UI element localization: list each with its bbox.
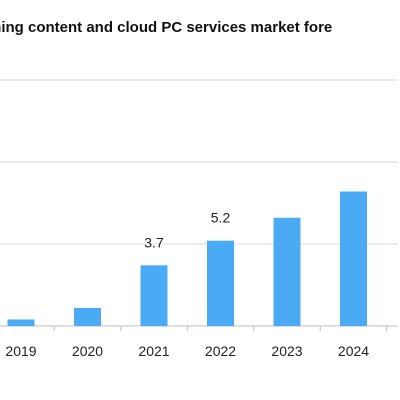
bars xyxy=(7,191,367,326)
x-tick-label: 2024 xyxy=(338,343,369,359)
bar-2020 xyxy=(74,307,101,326)
chart-title: ming content and cloud PC services marke… xyxy=(0,19,332,36)
x-tick-label: 2019 xyxy=(5,343,36,359)
data-label-2022: 5.2 xyxy=(211,210,231,226)
bar-2019 xyxy=(7,319,35,326)
bar-2022 xyxy=(207,240,234,326)
gridlines xyxy=(0,79,398,245)
x-tick-label: 2021 xyxy=(138,343,169,359)
x-tick-label: 2020 xyxy=(72,343,103,359)
bar-2023 xyxy=(273,217,301,326)
data-label-2021: 3.7 xyxy=(144,234,164,250)
x-tick-label: 2023 xyxy=(271,343,302,359)
bar-2021 xyxy=(140,265,168,326)
labels: 2019 2020 2021 3.7 2022 5.2 2023 2024 xyxy=(5,210,369,359)
bar-2024 xyxy=(340,191,367,326)
x-axis xyxy=(0,325,398,331)
x-tick-label: 2022 xyxy=(205,343,236,359)
